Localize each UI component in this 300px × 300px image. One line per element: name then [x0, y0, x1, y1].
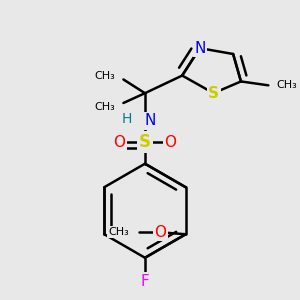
Text: O: O — [154, 225, 166, 240]
Text: H: H — [121, 112, 131, 126]
Text: O: O — [164, 135, 176, 150]
Text: N: N — [194, 40, 206, 56]
Text: O: O — [113, 135, 125, 150]
Text: S: S — [208, 86, 219, 101]
Text: S: S — [139, 133, 151, 151]
Text: N: N — [144, 113, 156, 128]
Text: CH₃: CH₃ — [95, 70, 116, 81]
Text: CH₃: CH₃ — [276, 80, 297, 90]
Text: F: F — [141, 274, 149, 289]
Text: CH₃: CH₃ — [108, 227, 129, 237]
Text: CH₃: CH₃ — [95, 102, 116, 112]
